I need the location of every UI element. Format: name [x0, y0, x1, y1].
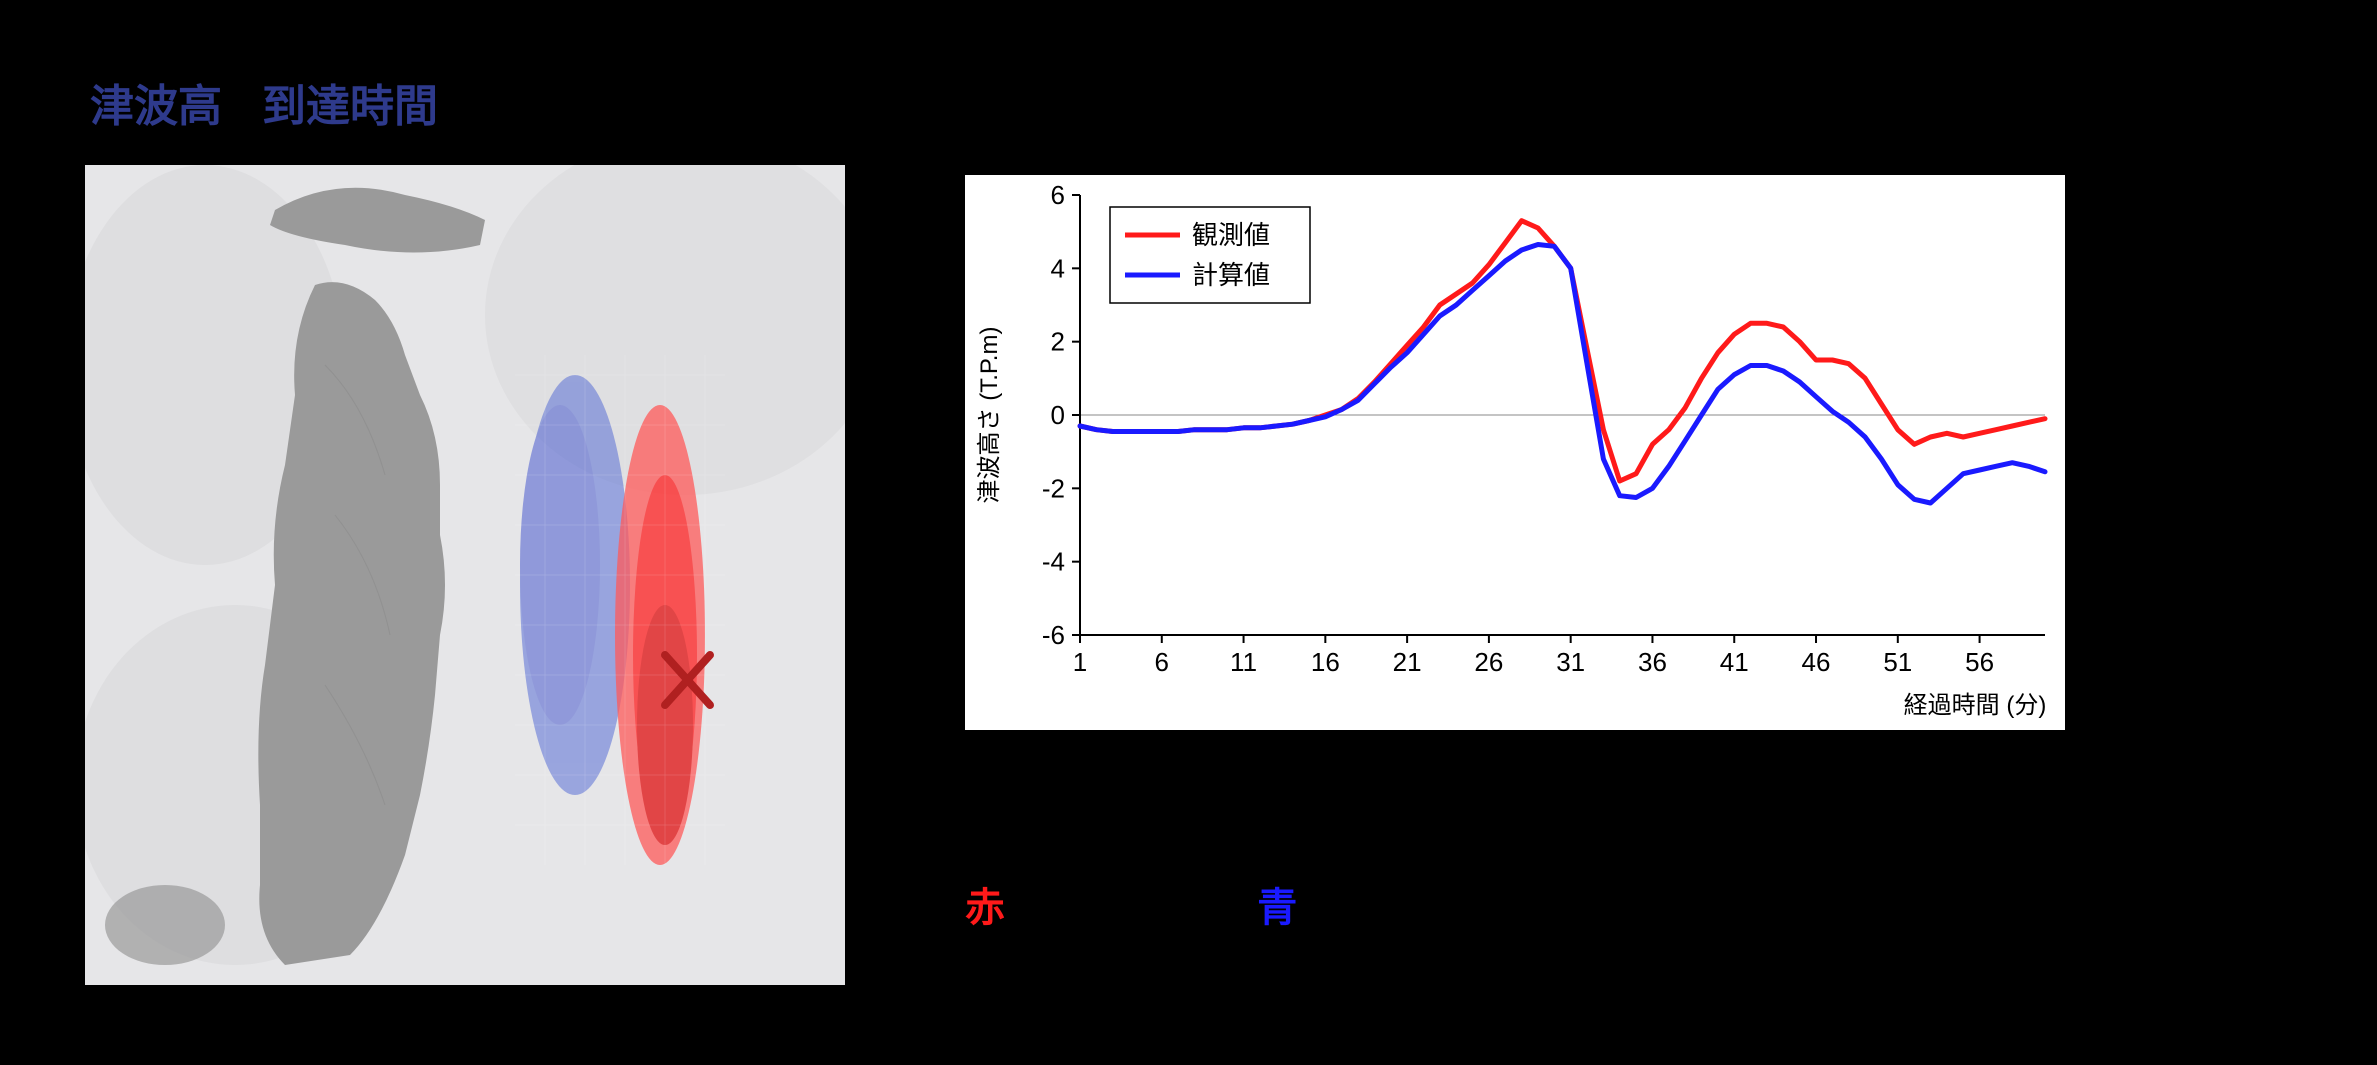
- svg-text:2: 2: [1051, 327, 1065, 357]
- title-row: 津波高 到達時間: [90, 70, 438, 134]
- svg-text:16: 16: [1311, 647, 1340, 677]
- svg-text:-2: -2: [1042, 473, 1065, 503]
- label-red: 赤: [965, 886, 1005, 930]
- svg-text:-6: -6: [1042, 620, 1065, 650]
- svg-text:6: 6: [1051, 180, 1065, 210]
- title-left: 津波高: [90, 70, 222, 134]
- svg-text:0: 0: [1051, 400, 1065, 430]
- svg-text:11: 11: [1230, 647, 1257, 677]
- title-right: 到達時間: [262, 70, 438, 134]
- label-blue: 青: [1257, 886, 1297, 930]
- line-chart-svg: -6-4-202461611162126313641465156津波高さ (T.…: [965, 175, 2065, 730]
- svg-text:-4: -4: [1042, 547, 1065, 577]
- line-chart-panel: -6-4-202461611162126313641465156津波高さ (T.…: [965, 175, 2065, 730]
- svg-text:46: 46: [1802, 647, 1831, 677]
- svg-text:津波高さ (T.P.m): 津波高さ (T.P.m): [976, 327, 1003, 504]
- svg-text:経過時間 (分): 経過時間 (分): [1904, 692, 2047, 719]
- svg-text:1: 1: [1073, 647, 1087, 677]
- svg-text:4: 4: [1051, 253, 1065, 283]
- svg-text:31: 31: [1556, 647, 1585, 677]
- svg-text:6: 6: [1155, 647, 1169, 677]
- map-panel: [85, 165, 845, 985]
- svg-text:41: 41: [1720, 647, 1749, 677]
- svg-text:21: 21: [1393, 647, 1422, 677]
- bottom-label-row: 赤 青: [965, 875, 1297, 933]
- svg-text:36: 36: [1638, 647, 1667, 677]
- svg-text:観測値: 観測値: [1192, 220, 1270, 250]
- svg-text:56: 56: [1965, 647, 1994, 677]
- map-svg: [85, 165, 845, 985]
- svg-text:計算値: 計算値: [1192, 260, 1270, 290]
- svg-text:26: 26: [1474, 647, 1503, 677]
- svg-text:51: 51: [1883, 647, 1912, 677]
